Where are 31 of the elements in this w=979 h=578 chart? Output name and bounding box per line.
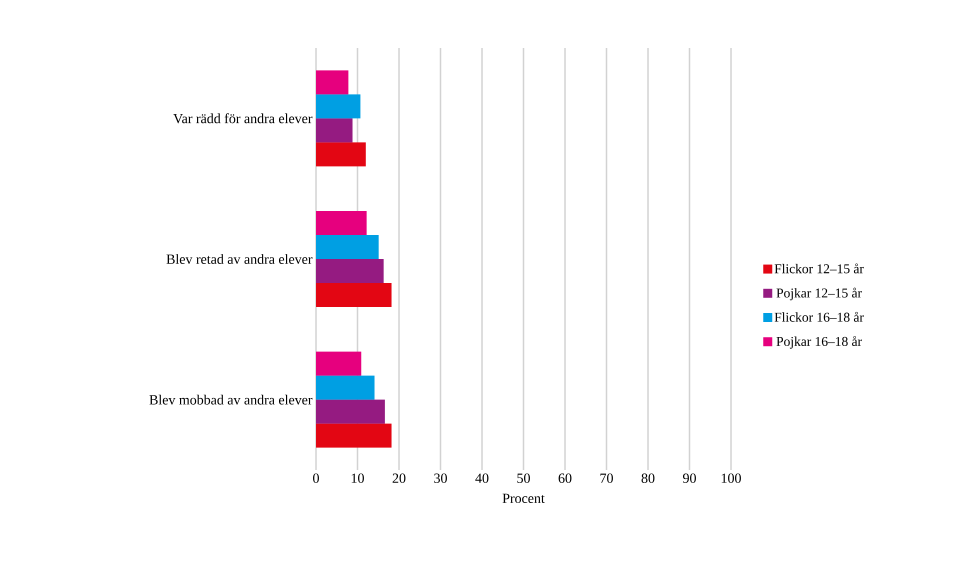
x-tick-label: 20 (392, 474, 406, 483)
bar (316, 352, 362, 376)
bar (316, 376, 375, 400)
x-tick-label: 30 (434, 474, 447, 483)
y-tick-label: Blev retad av andra elever (166, 254, 312, 264)
x-tick-label: 50 (517, 474, 530, 483)
x-tick-label: 100 (722, 474, 741, 483)
x-tick-label: 90 (682, 474, 696, 483)
x-tick-label: 10 (352, 474, 364, 483)
bar (316, 142, 366, 166)
x-tick-label: 80 (642, 474, 654, 483)
legend-label: Pojkar 12–15 år (776, 288, 862, 300)
bar (316, 258, 384, 283)
bar (316, 118, 353, 142)
bar (316, 210, 367, 235)
legend-label: Flickor 16–18 år (774, 312, 864, 322)
x-tick-label: 60 (558, 474, 572, 483)
x-tick-label: 40 (475, 474, 488, 483)
y-tick-label: Var rädd för andra elever (173, 113, 312, 124)
y-tick-label: Blev mobbad av andra elever (149, 394, 312, 405)
legend-label: Pojkar 16–18 år (776, 336, 862, 349)
legend-label: Flickor 12–15 år (774, 263, 864, 274)
bar (316, 94, 360, 118)
x-tick-label: 70 (600, 474, 613, 483)
bar (316, 70, 348, 94)
bar (316, 400, 385, 424)
x-axis-title: Procent (502, 494, 545, 504)
x-tick-label: 0 (313, 474, 319, 483)
bar (316, 424, 392, 448)
bar (316, 282, 392, 307)
bar (316, 234, 379, 259)
